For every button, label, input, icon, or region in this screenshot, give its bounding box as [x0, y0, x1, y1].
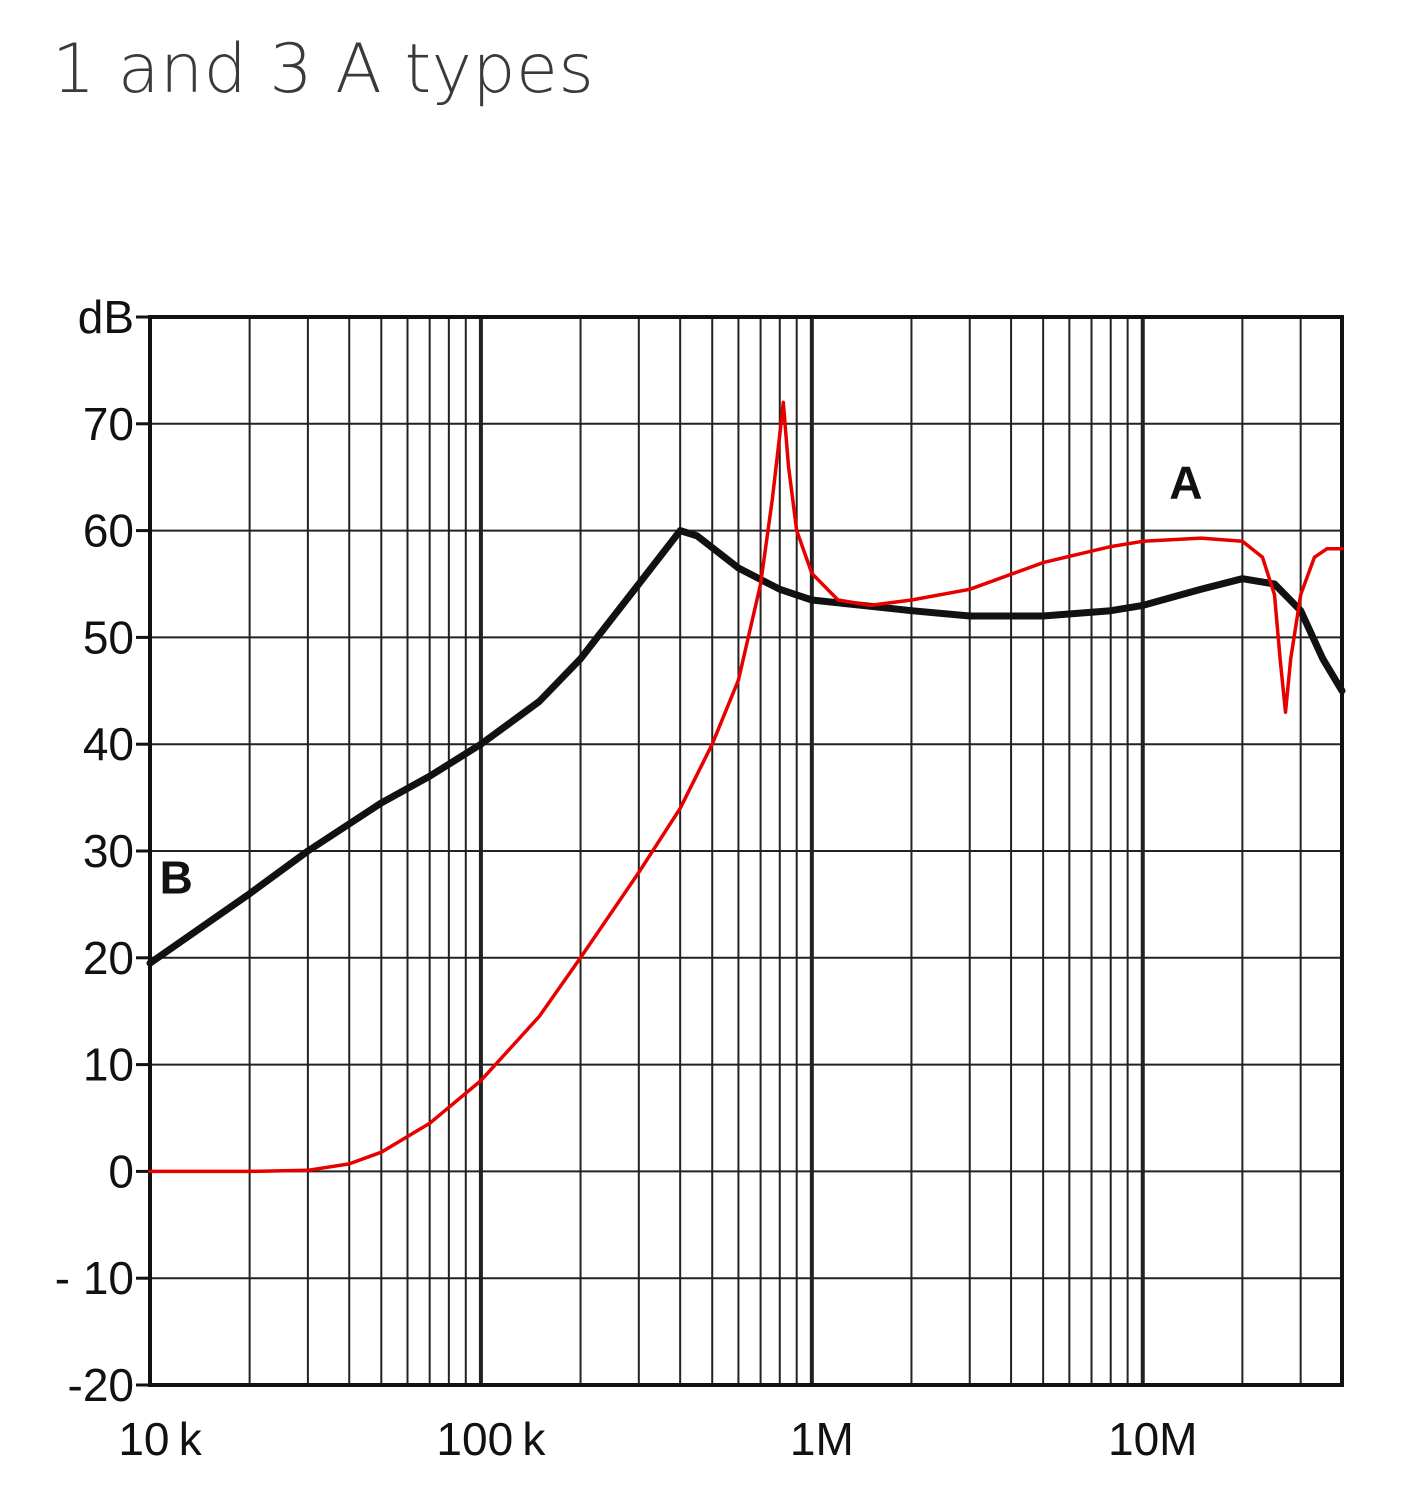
series-label-b: B: [160, 852, 193, 904]
y-tick-label: 50: [83, 611, 134, 663]
y-tick-label: 60: [83, 505, 134, 557]
y-tick-label: 10: [83, 1039, 134, 1091]
series-line-a: [148, 400, 1344, 1174]
y-tick-label: - 10: [55, 1252, 134, 1304]
y-axis-label: dB: [78, 291, 134, 343]
y-tick-label: -20: [68, 1359, 134, 1411]
chart-title: 1 and 3 A types: [52, 30, 595, 109]
x-tick-label: 100 k: [436, 1413, 546, 1465]
series-label-a: A: [1169, 457, 1202, 509]
y-tick-label: 30: [83, 825, 134, 877]
y-tick-label: 70: [83, 398, 134, 450]
y-tick-label: 20: [83, 932, 134, 984]
x-tick-label: 1M: [790, 1413, 854, 1465]
x-tick-label: 10M: [1108, 1413, 1197, 1465]
series-line-b: [146, 527, 1346, 967]
y-tick-label: 0: [108, 1145, 134, 1197]
y-tick-label: 40: [83, 718, 134, 770]
x-tick-label: 10 k: [118, 1413, 202, 1465]
